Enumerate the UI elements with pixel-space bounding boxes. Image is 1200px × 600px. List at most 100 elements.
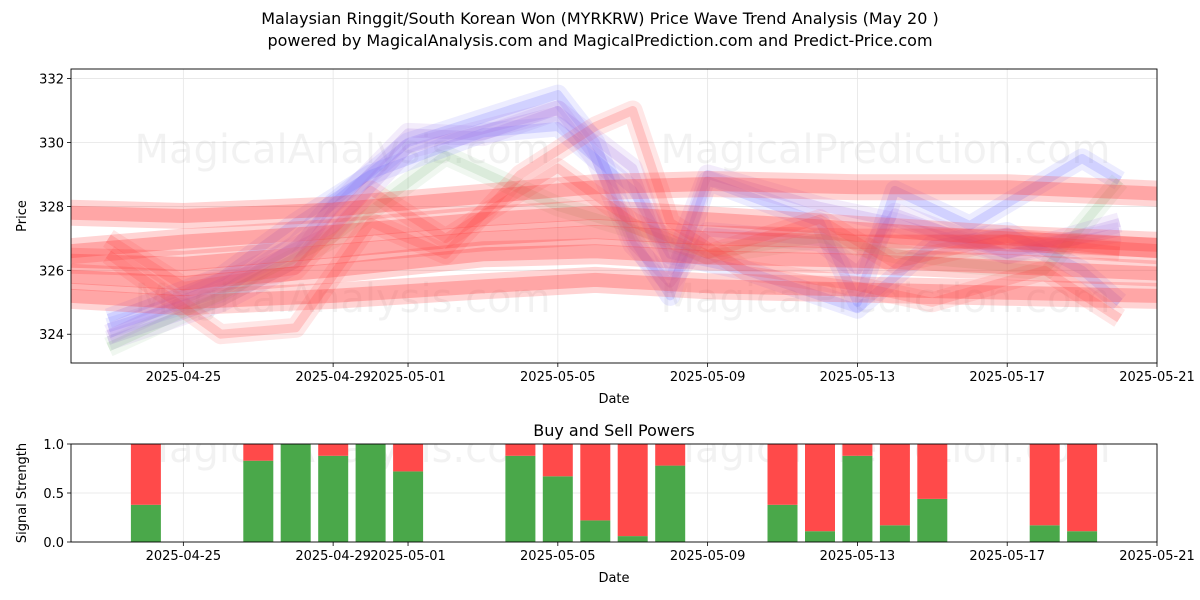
sell-bar (805, 444, 835, 532)
trend-band-upper-band (71, 171, 1157, 229)
x-axis-label: Date (598, 571, 629, 586)
wave-layer: MagicalAnalysis.com MagicalPrediction.com… (71, 84, 1157, 357)
y-axis-label: Price (15, 200, 30, 232)
buy-sell-power-chart: 2025-04-25 2025-04-29 2025-05-01 2025-05-05… (15, 421, 1195, 586)
price-path-4-core (106, 122, 1123, 323)
sell-bar (655, 444, 686, 466)
x-tick-label: 2025-05-17 (969, 370, 1045, 385)
buy-bar (879, 525, 910, 542)
x-tick-label: 2025-04-29 (295, 549, 371, 564)
sell-bar (767, 444, 798, 505)
watermark-text: MagicalAnalysis.com (134, 127, 550, 173)
trend-band-lower-band (71, 266, 1157, 316)
y-tick-label: 328 (39, 200, 64, 215)
sell-bar (879, 444, 910, 526)
price-path-6-band (103, 158, 1121, 297)
price-path-5-band (102, 100, 1125, 345)
sell-bar (318, 444, 349, 456)
x-tick-label: 2025-05-05 (520, 370, 596, 385)
sell-bar (243, 444, 274, 461)
sell-bar (505, 444, 536, 456)
y-tick-label: 332 (39, 73, 64, 88)
plot-frame (70, 443, 1158, 543)
x-tick-label: 2025-05-21 (1119, 370, 1195, 385)
sell-bar (917, 444, 948, 499)
price-path-2-band (105, 100, 1122, 351)
buy-bar (505, 455, 536, 542)
x-tick-label: 2025-05-09 (670, 549, 746, 564)
sell-bar (130, 444, 161, 505)
x-tick-label: 2025-05-01 (370, 549, 446, 564)
sell-bar (1029, 444, 1060, 526)
x-tick-label: 2025-05-13 (820, 549, 896, 564)
trend-center-core (71, 225, 1157, 271)
trend-center-3-band (71, 238, 1157, 297)
x-tick-label: 2025-04-25 (146, 549, 222, 564)
price-path-1-core (107, 90, 1122, 333)
x-tick-label: 2025-05-01 (370, 370, 446, 385)
watermark-text: MagicalAnalysis.com (134, 276, 550, 322)
trend-band-lower-core (71, 272, 1157, 310)
plot-frame (70, 68, 1158, 364)
price-path-6-core (105, 163, 1121, 291)
sell-bar (842, 444, 873, 456)
price-path-7-core (106, 106, 1121, 339)
buy-bar (355, 444, 386, 542)
sell-bar (617, 444, 648, 537)
buy-bar (842, 455, 873, 542)
chart-title: Malaysian Ringgit/South Korean Won (MYRK… (261, 9, 939, 28)
buy-bar (130, 504, 161, 542)
price-path-7-band (104, 100, 1123, 344)
y-tick-label: 1.0 (43, 438, 64, 453)
watermark-text: MagicalPrediction.com (661, 276, 1111, 322)
x-tick-label: 2025-05-13 (820, 370, 896, 385)
sell-bar (1067, 444, 1098, 532)
buy-bar (243, 460, 274, 542)
y-tick-label: 324 (39, 328, 64, 343)
price-path-4-band (104, 116, 1127, 328)
x-tick-label: 2025-04-29 (295, 370, 371, 385)
trend-center-2-band (71, 199, 1157, 265)
buy-bar (805, 531, 835, 542)
buy-bar (580, 520, 611, 542)
buy-bar (542, 476, 573, 542)
sell-bar (580, 444, 611, 521)
x-tick-label: 2025-05-17 (969, 549, 1045, 564)
sell-bar (542, 444, 573, 477)
trend-center-2-core (71, 205, 1157, 259)
x-axis-label: Date (598, 392, 629, 407)
trend-band-upper-core (71, 177, 1157, 223)
price-wave-chart: 2025-04-25 2025-04-29 2025-05-01 2025-05-05… (15, 68, 1195, 407)
buy-bar (917, 498, 948, 542)
y-tick-label: 0.0 (43, 536, 64, 551)
buy-bar (280, 444, 311, 542)
x-tick-label: 2025-05-05 (520, 549, 596, 564)
price-path-5-core (105, 106, 1123, 339)
chart-subtitle: powered by MagicalAnalysis.com and Magic… (267, 31, 933, 50)
x-tick-label: 2025-05-09 (670, 370, 746, 385)
subplot-title: Buy and Sell Powers (533, 421, 695, 440)
sell-bar (393, 444, 424, 472)
watermark-text: MagicalPrediction.com (661, 127, 1111, 173)
buy-bar (655, 465, 686, 542)
y-tick-label: 0.5 (43, 487, 64, 502)
buy-bar (1029, 525, 1060, 542)
price-path-3-band (104, 145, 1128, 357)
x-tick-label: 2025-05-21 (1119, 549, 1195, 564)
trend-center-band (71, 219, 1157, 277)
buy-bar (1067, 531, 1098, 542)
x-tick-label: 2025-04-25 (146, 370, 222, 385)
price-path-1-band (105, 84, 1125, 338)
y-tick-label: 326 (39, 264, 64, 279)
trend-center-3-core (71, 244, 1157, 291)
y-tick-label: 330 (39, 137, 64, 152)
price-path-2-core (106, 106, 1121, 345)
price-path-3-core (106, 150, 1124, 352)
buy-bar (767, 504, 798, 542)
buy-bar (393, 471, 424, 542)
buy-bar (617, 536, 648, 542)
y-axis-label: Signal Strength (15, 443, 30, 543)
buy-bar (318, 455, 349, 542)
